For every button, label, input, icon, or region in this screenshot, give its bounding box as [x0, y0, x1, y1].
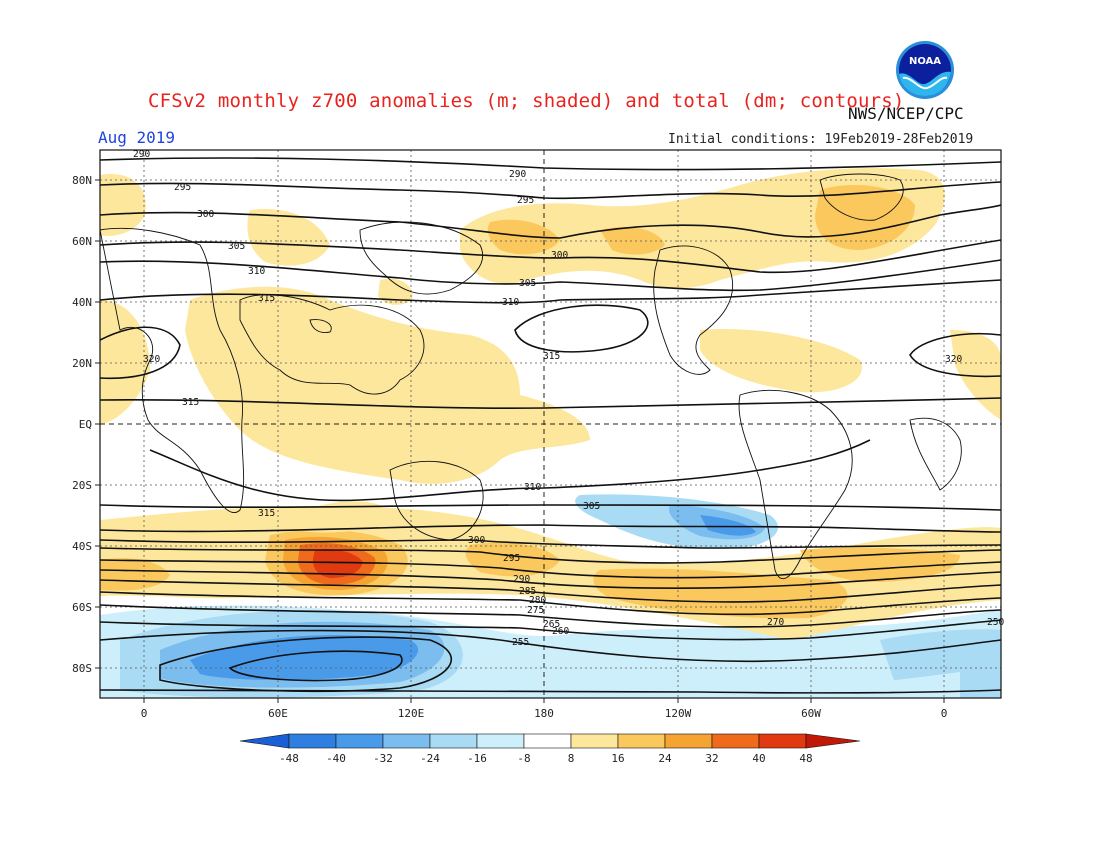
contour-label: 310: [502, 297, 519, 308]
colorbar-label: 40: [752, 752, 765, 765]
colorbar-label: 8: [568, 752, 575, 765]
svg-text:NOAA: NOAA: [909, 56, 941, 67]
lon-label: 0: [941, 707, 948, 720]
lon-label: 60E: [268, 707, 288, 720]
colorbar-label: -32: [373, 752, 393, 765]
equator-dateline: [100, 150, 1001, 698]
colorbar-label: -8: [517, 752, 530, 765]
lat-label: 80S: [72, 662, 92, 675]
contour-label: 305: [519, 278, 536, 289]
contour-label: 320: [945, 354, 962, 365]
chart-title: CFSv2 monthly z700 anomalies (m; shaded)…: [148, 90, 905, 112]
lon-label: 120E: [398, 707, 425, 720]
noaa-logo-icon: NOAA: [896, 41, 954, 99]
axis-ticks: [95, 179, 945, 703]
lat-label: 40S: [72, 540, 92, 553]
lat-label: EQ: [79, 418, 92, 431]
contour-label: 260: [552, 626, 569, 637]
lat-label: 20N: [72, 357, 92, 370]
lon-label: 120W: [665, 707, 692, 720]
colorbar-label: 24: [658, 752, 672, 765]
contour-label: 270: [767, 617, 784, 628]
contour-label: 290: [133, 149, 150, 160]
lon-label: 0: [141, 707, 148, 720]
contour-label: 280: [529, 595, 546, 606]
contour-label: 295: [174, 182, 191, 193]
contour-label: 310: [524, 482, 541, 493]
coastlines: [100, 173, 962, 580]
contour-label: 310: [248, 266, 265, 277]
lon-label: 60W: [801, 707, 821, 720]
contour-label: 295: [503, 553, 520, 564]
contour-label: 320: [143, 354, 160, 365]
lat-label: 80N: [72, 174, 92, 187]
colorbar-label: 48: [799, 752, 812, 765]
colorbar-label: -16: [467, 752, 487, 765]
colorbar-label: -40: [326, 752, 346, 765]
graticule: [100, 150, 1001, 698]
lon-label: 180: [534, 707, 554, 720]
contour-label: 300: [197, 209, 214, 220]
colorbar-label: 32: [705, 752, 718, 765]
contour-label: 315: [258, 293, 275, 304]
contour-label: 305: [228, 241, 245, 252]
contours: [100, 157, 1001, 694]
lat-label: 20S: [72, 479, 92, 492]
contour-label: 315: [543, 351, 560, 362]
contour-label: 285: [519, 586, 536, 597]
contour-label: 275: [527, 605, 544, 616]
colorbar-label: 16: [611, 752, 624, 765]
contour-label: 315: [258, 508, 275, 519]
lat-label: 60S: [72, 601, 92, 614]
contour-label: 265: [543, 619, 560, 630]
lon-axis: 0 60E 120E 180 120W 60W 0: [141, 707, 948, 720]
initial-conditions: Initial conditions: 19Feb2019-28Feb2019: [668, 132, 974, 147]
colorbar-labels: -48 -40 -32 -24 -16 -8 8 16 24 32 40 48: [279, 752, 813, 765]
lat-label: 60N: [72, 235, 92, 248]
contour-label-group: 290 295 300 305 310 315 320 290 295 300 …: [133, 149, 1004, 648]
colorbar: [239, 733, 861, 749]
forecast-month: Aug 2019: [98, 128, 176, 147]
contour-label: 295: [517, 195, 534, 206]
lat-label: 40N: [72, 296, 92, 309]
contour-label: 290: [509, 169, 526, 180]
contour-label: 250: [987, 617, 1004, 628]
colorbar-label: -48: [279, 752, 299, 765]
contour-label: 315: [182, 397, 199, 408]
contour-label: 300: [468, 535, 485, 546]
colorbar-label: -24: [420, 752, 440, 765]
contour-label: 305: [583, 501, 600, 512]
contour-label: 300: [551, 250, 568, 261]
lat-axis: 80N 60N 40N 20N EQ 20S 40S 60S 80S: [72, 174, 92, 675]
contour-label: 290: [513, 574, 530, 585]
contour-label: 255: [512, 637, 529, 648]
agency-label: NWS/NCEP/CPC: [848, 104, 964, 123]
